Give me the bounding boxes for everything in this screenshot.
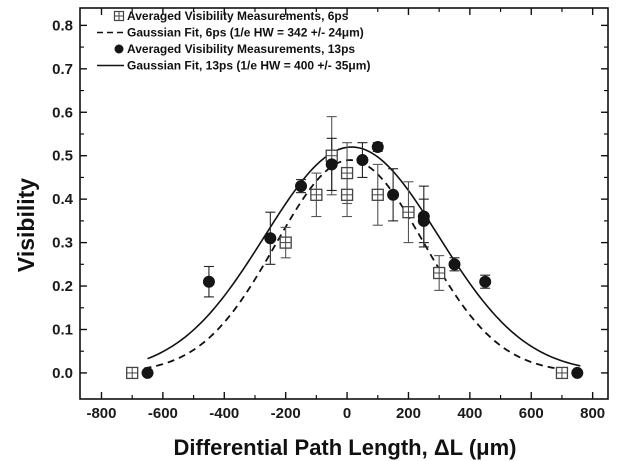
data-point-13ps (141, 366, 154, 379)
y-tick-label: 0.2 (52, 278, 73, 295)
y-axis-ticks: 0.0 0.1 0.2 0.3 0.4 0.5 0.6 0.7 0.8 (52, 17, 608, 382)
legend-entry-label: Averaged Visibility Measurements, 6ps (127, 9, 349, 23)
plot-border (79, 7, 609, 400)
y-tick-label: 0.7 (52, 61, 73, 78)
x-tick-label: 0 (343, 405, 351, 422)
plot-frame (79, 7, 609, 400)
legend-entry-label: Averaged Visibility Measurements, 13ps (127, 42, 355, 56)
x-tick-label: -800 (86, 405, 116, 422)
x-tick-label: 800 (580, 405, 605, 422)
data-point-13ps (371, 141, 384, 154)
y-tick-label: 0.3 (52, 235, 73, 252)
y-tick-label: 0.6 (52, 104, 73, 121)
data-point-6ps (340, 166, 354, 180)
x-tick-label: -200 (271, 405, 301, 422)
y-tick-label: 0.8 (52, 17, 73, 34)
x-tick-label: 400 (457, 405, 482, 422)
data-point-13ps (479, 275, 492, 288)
legend-symbol-6ps (113, 10, 125, 22)
data-point-13ps (571, 366, 584, 379)
data-point-13ps (387, 188, 400, 201)
data-markers (126, 141, 584, 380)
legend-symbol-13ps (114, 44, 124, 54)
data-point-13ps (417, 214, 430, 227)
x-tick-label: -400 (209, 405, 239, 422)
x-axis-ticks: -800 -600 -400 -200 0 200 400 600 800 (86, 8, 605, 422)
fit-curves (144, 146, 581, 371)
data-point-6ps (310, 188, 323, 201)
gaussian-fit-13ps-line (147, 146, 581, 367)
y-tick-label: 0.4 (52, 191, 74, 208)
data-point-13ps (202, 275, 215, 288)
y-tick-label: 0.5 (52, 148, 73, 165)
data-point-6ps (371, 188, 384, 201)
error-bars (203, 116, 491, 298)
legend: Averaged Visibility Measurements, 6ps Gau… (97, 9, 370, 73)
data-point-6ps (555, 366, 569, 380)
y-tick-label: 0.0 (52, 365, 73, 382)
x-tick-label: -600 (148, 405, 178, 422)
data-point-13ps (295, 180, 308, 193)
legend-entry-label: Gaussian Fit, 13ps (1/e HW = 400 +/- 35μ… (127, 59, 370, 73)
data-point-6ps (325, 149, 338, 162)
data-point-6ps (433, 266, 446, 280)
data-point-13ps (264, 232, 277, 245)
x-tick-label: 600 (519, 405, 544, 422)
data-point-13ps (448, 258, 461, 271)
y-axis-title: Visibility (13, 178, 39, 272)
data-point-13ps (356, 154, 369, 167)
data-point-13ps (325, 158, 338, 171)
x-axis-title: Differential Path Length, ΔL (μm) (174, 435, 517, 460)
data-point-6ps (402, 206, 415, 219)
data-point-6ps (279, 236, 292, 249)
data-point-6ps (340, 188, 354, 201)
data-point-6ps (126, 366, 139, 380)
legend-entry-label: Gaussian Fit, 6ps (1/e HW = 342 +/- 24μm… (127, 26, 364, 40)
x-tick-label: 200 (396, 405, 421, 422)
y-tick-label: 0.1 (52, 321, 73, 338)
